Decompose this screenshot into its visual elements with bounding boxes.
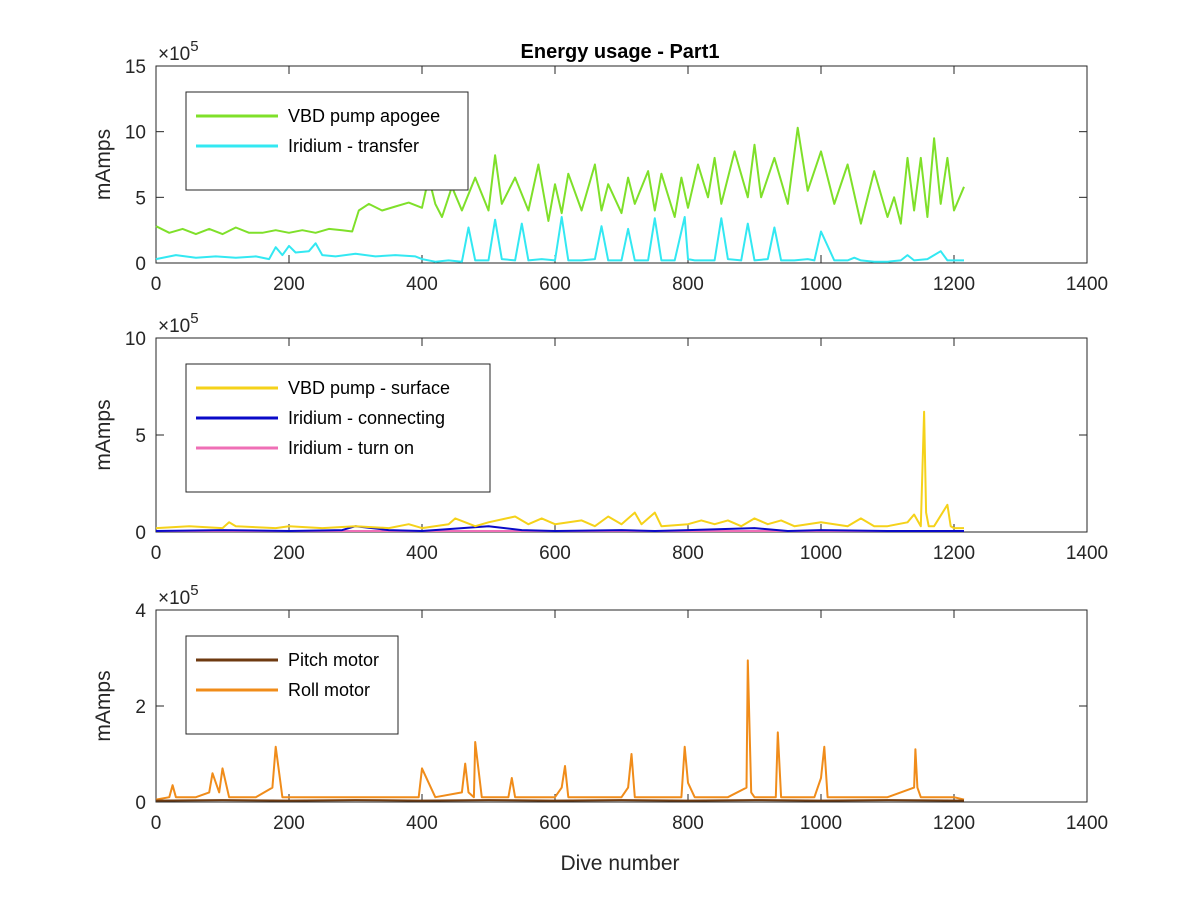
legend-box bbox=[185, 635, 399, 735]
x-tick-label: 400 bbox=[406, 543, 438, 564]
x-tick-label: 1400 bbox=[1066, 813, 1108, 834]
x-tick-label: 200 bbox=[273, 543, 305, 564]
x-tick-label: 400 bbox=[406, 274, 438, 295]
x-tick-label: 1000 bbox=[800, 813, 842, 834]
y-exponent-power: 5 bbox=[190, 582, 198, 599]
x-tick-label: 0 bbox=[151, 543, 162, 564]
y-axis-label: mAmps bbox=[92, 129, 115, 200]
series-line-roll-motor bbox=[155, 659, 965, 801]
legend: Pitch motor Roll motor bbox=[185, 635, 399, 735]
series-line-iridium-connecting bbox=[155, 525, 964, 532]
y-exponent-label: ×105 bbox=[158, 38, 199, 65]
x-tick-label: 200 bbox=[273, 274, 305, 295]
x-tick-label: 600 bbox=[539, 543, 571, 564]
legend-entry: VBD pump - surface bbox=[288, 378, 450, 398]
series-line-vbd-pump-apogee bbox=[155, 126, 965, 236]
x-tick-label: 1200 bbox=[933, 274, 975, 295]
x-tick-label: 600 bbox=[539, 813, 571, 834]
x-tick-label: 600 bbox=[539, 274, 571, 295]
legend: VBD pump apogee Iridium - transfer bbox=[185, 91, 469, 191]
x-tick-label: 800 bbox=[672, 274, 704, 295]
legend-entry: Pitch motor bbox=[288, 650, 379, 670]
y-tick-label: 2 bbox=[135, 697, 146, 718]
x-tick-label: 0 bbox=[151, 274, 162, 295]
y-exponent-label: ×105 bbox=[158, 310, 199, 337]
legend-entry: VBD pump apogee bbox=[288, 106, 440, 126]
legend-entry: Iridium - turn on bbox=[288, 438, 414, 458]
y-tick-label: 15 bbox=[125, 57, 146, 78]
series-group bbox=[155, 659, 965, 802]
y-tick-label: 5 bbox=[135, 426, 146, 447]
subplot-1: 0 200 400 600 800 1000 1200 1400 0 5 10 15 ×105 mAmps… bbox=[92, 38, 1108, 295]
x-axis-label: Dive number bbox=[560, 852, 679, 875]
y-exponent-power: 5 bbox=[190, 38, 198, 55]
x-tick-label: 400 bbox=[406, 813, 438, 834]
legend-entry: Iridium - connecting bbox=[288, 408, 445, 428]
x-tick-label: 800 bbox=[672, 543, 704, 564]
y-tick-label: 10 bbox=[125, 123, 146, 144]
axes-holder: 0 200 400 600 800 1000 1200 1400051015×105mAmps… bbox=[92, 38, 1108, 834]
y-tick-label: 0 bbox=[135, 523, 146, 544]
y-tick-label: 0 bbox=[135, 793, 146, 814]
series-line-iridium-transfer bbox=[155, 216, 964, 263]
x-tick-label: 1200 bbox=[933, 813, 975, 834]
x-tick-label: 1400 bbox=[1066, 274, 1108, 295]
y-exponent-label: ×105 bbox=[158, 582, 199, 609]
legend-entry: Iridium - transfer bbox=[288, 136, 419, 156]
y-tick-label: 4 bbox=[135, 601, 146, 622]
x-tick-label: 1000 bbox=[800, 274, 842, 295]
series-group bbox=[155, 410, 964, 532]
legend: VBD pump - surface Iridium - connecting Ir… bbox=[185, 363, 491, 493]
x-tick-label: 1000 bbox=[800, 543, 842, 564]
y-tick-label: 0 bbox=[135, 254, 146, 275]
legend-entry: Roll motor bbox=[288, 680, 370, 700]
series-group bbox=[155, 126, 965, 263]
x-tick-label: 1200 bbox=[933, 543, 975, 564]
figure-title: Energy usage - Part1 bbox=[521, 41, 720, 63]
series-line-pitch-motor bbox=[155, 799, 965, 802]
legend-box bbox=[185, 363, 491, 493]
x-tick-label: 1400 bbox=[1066, 543, 1108, 564]
y-exponent-power: 5 bbox=[190, 310, 198, 327]
subplot-3: 0 200 400 600 800 1000 1200 1400 0 2 4 ×105 mAmps Pit… bbox=[92, 582, 1108, 834]
legend-box bbox=[185, 91, 469, 191]
subplot-2: 0 200 400 600 800 1000 1200 1400 0 5 10 ×105 mAmps VB… bbox=[92, 310, 1108, 564]
series-line-vbd-pump-surface bbox=[155, 410, 964, 530]
x-tick-label: 0 bbox=[151, 813, 162, 834]
y-axis-label: mAmps bbox=[92, 399, 115, 470]
x-tick-label: 200 bbox=[273, 813, 305, 834]
y-tick-label: 5 bbox=[135, 188, 146, 209]
y-tick-label: 10 bbox=[125, 329, 146, 350]
y-axis-label: mAmps bbox=[92, 670, 115, 741]
x-tick-label: 800 bbox=[672, 813, 704, 834]
